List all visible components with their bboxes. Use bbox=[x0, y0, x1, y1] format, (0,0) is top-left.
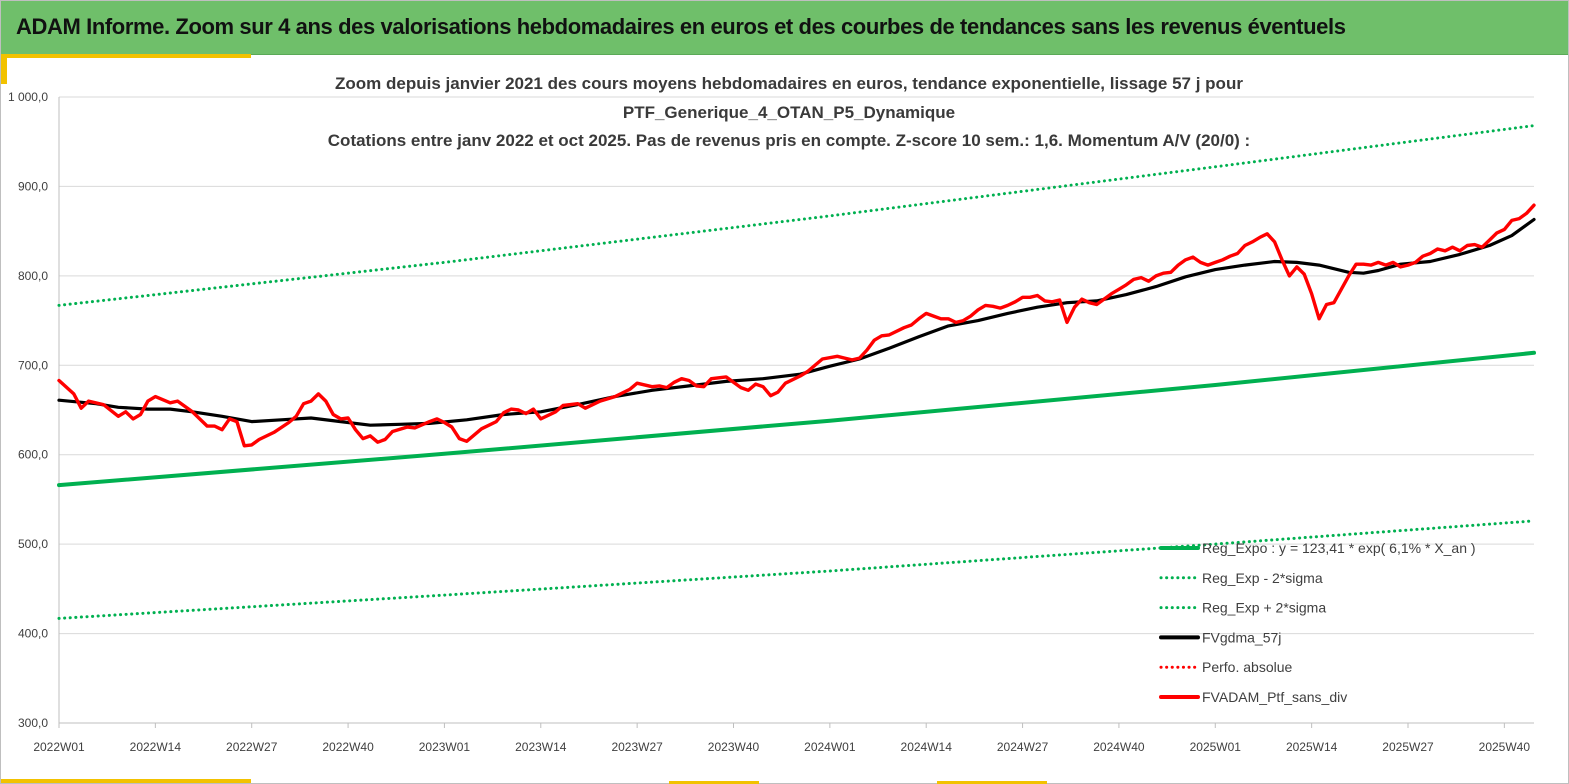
gridlines bbox=[59, 96, 1534, 724]
accent-bar-bottom-3 bbox=[937, 781, 1047, 784]
series-line-0 bbox=[57, 350, 1536, 488]
report-banner: ADAM Informe. Zoom sur 4 ans des valoris… bbox=[1, 1, 1568, 55]
x-tick-label: 2025W27 bbox=[1382, 740, 1434, 754]
legend-label: FVgdma_57j bbox=[1202, 629, 1281, 645]
report-title: ADAM Informe. Zoom sur 4 ans des valoris… bbox=[16, 14, 1346, 39]
y-tick-label: 900,0 bbox=[18, 179, 48, 193]
y-tick-label: 800,0 bbox=[18, 269, 48, 283]
x-tick-label: 2022W01 bbox=[33, 740, 85, 754]
series-line-1 bbox=[57, 519, 1536, 620]
series-line-2 bbox=[57, 124, 1536, 307]
series-line-3 bbox=[57, 217, 1536, 427]
x-tick-label: 2022W40 bbox=[322, 740, 374, 754]
chart-title-line-2: PTF_Generique_4_OTAN_P5_Dynamique bbox=[623, 103, 955, 122]
chart-legend: Reg_Expo : y = 123,41 * exp( 6,1% * X_an… bbox=[1159, 540, 1476, 705]
y-tick-label: 600,0 bbox=[18, 448, 48, 462]
accent-bar-bottom-2 bbox=[669, 781, 759, 784]
chart-title-line-1: Zoom depuis janvier 2021 des cours moyen… bbox=[335, 74, 1243, 93]
y-tick-label: 300,0 bbox=[18, 716, 48, 730]
series-line-4 bbox=[57, 203, 1536, 448]
y-tick-label: 400,0 bbox=[18, 627, 48, 641]
accent-bar-bottom bbox=[1, 779, 251, 783]
legend-label: FVADAM_Ptf_sans_div bbox=[1202, 689, 1347, 705]
y-tick-label: 500,0 bbox=[18, 537, 48, 551]
x-axis: 2022W01 2022W14 2022W27 2022W40 2023W01 2023W… bbox=[33, 722, 1534, 754]
x-tick-label: 2024W01 bbox=[804, 740, 856, 754]
x-tick-label: 2024W40 bbox=[1093, 740, 1145, 754]
x-tick-label: 2024W27 bbox=[997, 740, 1049, 754]
x-tick-label: 2022W27 bbox=[226, 740, 278, 754]
series-lines bbox=[57, 124, 1536, 620]
x-tick-label: 2023W40 bbox=[708, 740, 760, 754]
x-tick-label: 2022W14 bbox=[130, 740, 182, 754]
accent-bar-left bbox=[1, 54, 7, 84]
x-tick-label: 2024W14 bbox=[901, 740, 953, 754]
legend-label: Perfo. absolue bbox=[1202, 659, 1292, 675]
legend-label: Reg_Expo : y = 123,41 * exp( 6,1% * X_an… bbox=[1202, 540, 1476, 556]
y-tick-label: 700,0 bbox=[18, 358, 48, 372]
chart-title: Zoom depuis janvier 2021 des cours moyen… bbox=[328, 74, 1250, 150]
x-tick-label: 2025W40 bbox=[1479, 740, 1531, 754]
x-tick-label: 2025W01 bbox=[1190, 740, 1242, 754]
accent-bar-top bbox=[1, 54, 251, 58]
y-tick-label: 1 000,0 bbox=[8, 90, 48, 104]
legend-label: Reg_Exp - 2*sigma bbox=[1202, 570, 1323, 586]
chart-title-line-3: Cotations entre janv 2022 et oct 2025. P… bbox=[328, 131, 1250, 150]
x-tick-label: 2023W01 bbox=[419, 740, 471, 754]
x-tick-label: 2023W27 bbox=[611, 740, 663, 754]
x-tick-label: 2023W14 bbox=[515, 740, 567, 754]
x-tick-label: 2025W14 bbox=[1286, 740, 1338, 754]
legend-label: Reg_Exp + 2*sigma bbox=[1202, 600, 1326, 616]
y-axis: 300,0 400,0 500,0 600,0 700,0 800,0 900,0 1 000… bbox=[8, 90, 60, 730]
